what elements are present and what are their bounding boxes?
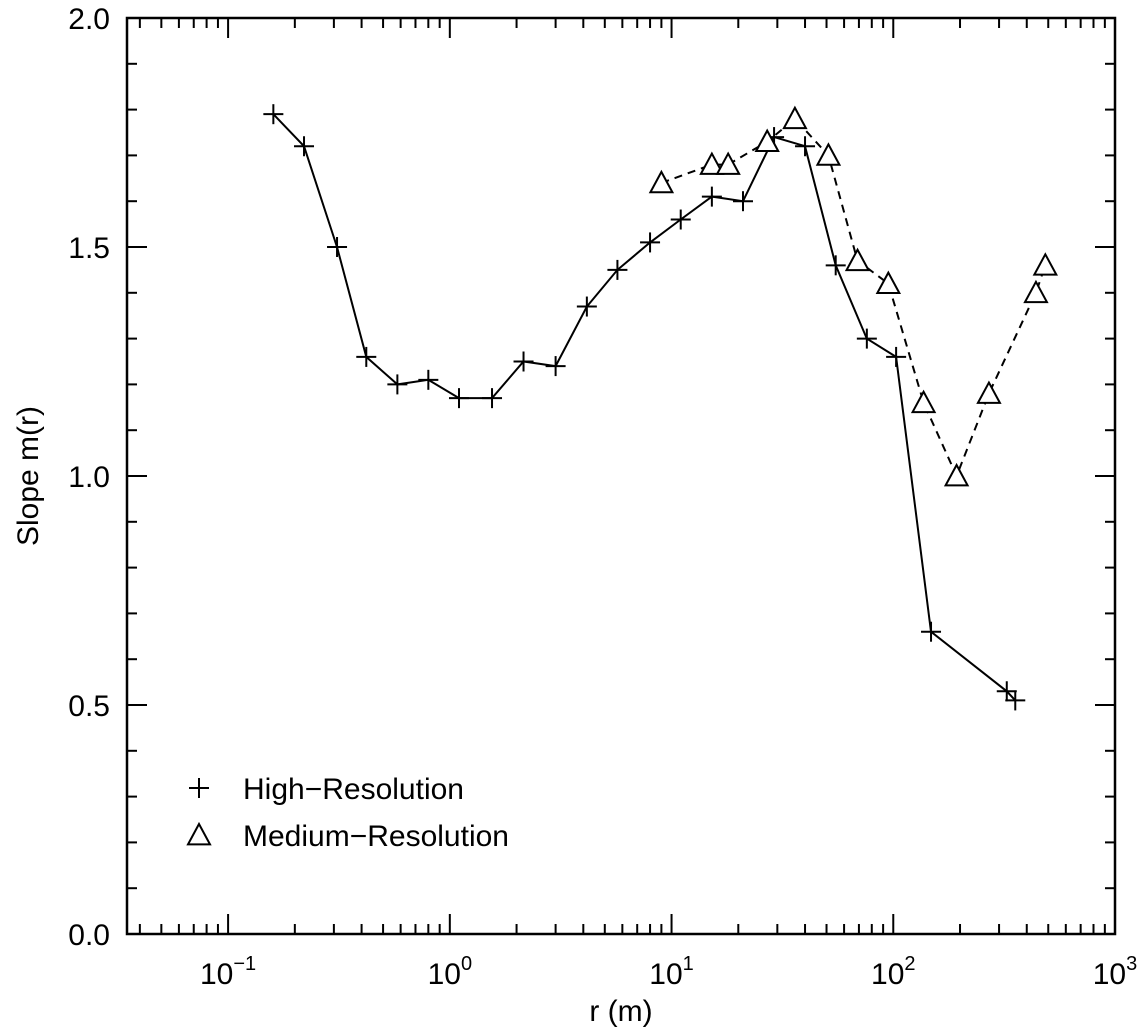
- axis-ticks: [127, 17, 1116, 935]
- data-point-plus: [701, 186, 722, 207]
- series-layer: [263, 104, 1058, 711]
- data-point-plus: [1005, 690, 1026, 711]
- x-tick-label: 101: [649, 953, 694, 991]
- data-point-plus: [263, 104, 284, 125]
- plus-icon: [189, 778, 209, 798]
- data-point-plus: [607, 259, 628, 280]
- legend-marker-plus-icon: [189, 778, 209, 798]
- data-point-plus: [856, 328, 877, 349]
- legend-marker-triangle-icon: [186, 821, 212, 846]
- legend-label-high-resolution: High−Resolution: [243, 773, 464, 806]
- x-axis-title: r (m): [589, 995, 652, 1028]
- data-point-plus: [825, 255, 846, 276]
- data-point-plus: [418, 369, 439, 390]
- data-point-plus: [545, 356, 566, 377]
- y-tick-label: 1.0: [68, 461, 110, 494]
- y-tick-label: 0.5: [68, 690, 110, 723]
- legend-item-high-resolution: High−Resolution: [189, 773, 464, 806]
- data-point-plus: [356, 346, 377, 367]
- data-point-triangle: [715, 151, 741, 175]
- legend-item-medium-resolution: Medium−Resolution: [186, 820, 509, 853]
- data-point-plus: [482, 388, 503, 409]
- y-tick-label: 0.0: [68, 919, 110, 952]
- legend-label-medium-resolution: Medium−Resolution: [243, 820, 509, 853]
- data-point-triangle: [875, 270, 902, 294]
- data-point-triangle: [754, 128, 780, 153]
- data-point-plus: [513, 351, 534, 372]
- data-point-plus: [448, 388, 469, 409]
- x-tick-label: 100: [428, 953, 473, 991]
- legend: High−Resolution Medium−Resolution: [186, 773, 509, 853]
- data-point-plus: [996, 681, 1017, 702]
- data-point-triangle: [844, 247, 871, 272]
- data-point-triangle: [815, 142, 842, 166]
- series-line-high-resolution: [272, 113, 1017, 702]
- data-point-plus: [732, 191, 753, 212]
- data-point-triangle: [943, 462, 970, 487]
- plot-frame: [125, 16, 1117, 936]
- y-tick-label: 1.5: [68, 232, 110, 265]
- y-tick-label: 2.0: [68, 3, 110, 36]
- data-point-plus: [387, 374, 408, 395]
- data-point-plus: [670, 209, 691, 230]
- data-point-plus: [921, 621, 942, 642]
- triangle-icon: [186, 821, 212, 846]
- x-tick-label: 10−1: [200, 953, 256, 991]
- data-point-triangle: [648, 169, 675, 194]
- data-point-plus: [886, 346, 907, 367]
- x-tick-label: 102: [871, 953, 916, 991]
- data-point-plus: [795, 136, 816, 157]
- data-point-triangle: [782, 105, 808, 130]
- data-point-triangle: [910, 389, 937, 414]
- data-point-plus: [294, 136, 315, 157]
- x-tick-label: 103: [1093, 953, 1138, 991]
- data-point-triangle: [699, 151, 725, 175]
- data-point-triangle: [976, 380, 1002, 404]
- data-point-triangle: [1032, 252, 1058, 276]
- y-axis-title: Slope m(r): [12, 406, 45, 546]
- tick-labels: 10−1 100 101 102 103 0.0 0.5 1.0 1.5 2.0: [68, 3, 1137, 991]
- data-point-triangle: [1023, 279, 1049, 304]
- data-point-plus: [327, 237, 348, 257]
- data-point-plus: [576, 296, 597, 317]
- data-point-plus: [640, 232, 661, 253]
